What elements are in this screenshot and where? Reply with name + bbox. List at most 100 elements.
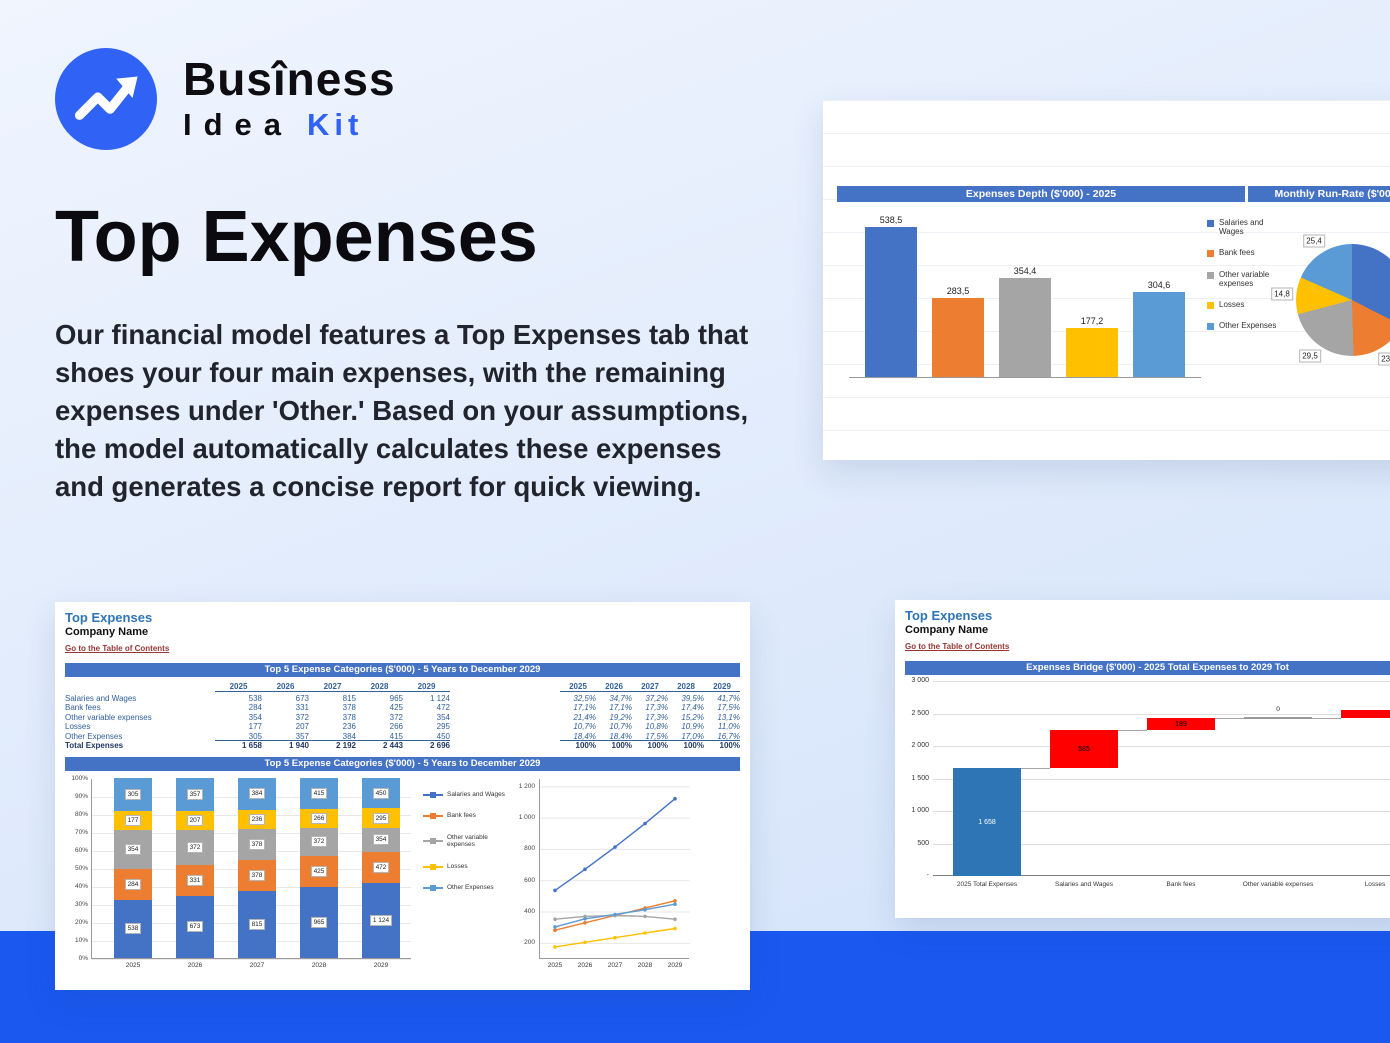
value-cell: 415 — [389, 731, 403, 741]
pie-chart-header: Monthly Run-Rate ($'000 — [1248, 186, 1390, 202]
value-cell: 1 940 — [262, 740, 309, 750]
y-axis-label: 20% — [74, 919, 88, 926]
bar-segment: 354 — [114, 830, 152, 869]
pie-data-label: 14,8 — [1271, 287, 1293, 301]
table-row: Other Expenses 305 357 384 415 450 18,4% 18,4% 1… — [65, 731, 740, 741]
value-cell: 372 — [389, 712, 403, 722]
waterfall-bar: 585 — [1050, 730, 1118, 769]
segment-label: 305 — [124, 789, 142, 801]
value-cell: 295 — [436, 722, 450, 731]
x-axis-label: 2026 — [187, 962, 203, 969]
y-axis-label: 10% — [74, 937, 88, 944]
table-row: Other variable expenses 354 372 378 372 354 21… — [65, 712, 740, 722]
table-row: Total Expenses 1 658 1 940 2 192 2 443 2 696 1… — [65, 740, 740, 750]
segment-label: 354 — [372, 834, 390, 846]
percent-cell: 21,4% — [573, 712, 596, 722]
x-axis-label: 2027 — [249, 962, 265, 969]
stacked-bar: 305 177 354 284 538 — [114, 778, 152, 958]
value-cell: 177 — [248, 722, 262, 731]
legend-label: Salaries and Wages — [447, 791, 505, 798]
segment-label: 965 — [310, 916, 328, 928]
legend-item: Other variable expenses — [423, 834, 507, 849]
segment-label: 538 — [124, 923, 142, 935]
data-point-marker — [613, 935, 617, 940]
bridge-chart-header: Expenses Bridge ($'000) - 2025 Total Exp… — [905, 661, 1390, 675]
x-axis-label: 2025 Total Expenses — [956, 881, 1018, 888]
pie-data-label: 23,6 — [1378, 352, 1390, 366]
y-axis-label: 1 000 — [518, 814, 535, 822]
brand-logo: Busîness Idea Kit — [55, 48, 396, 150]
legend-label: Other Expenses — [447, 884, 494, 892]
chart-header-row: Expenses Depth ($'000) - 2025 Monthly Ru… — [823, 186, 1390, 202]
y-axis-label: 50% — [74, 865, 88, 872]
brand-kit: Kit — [307, 106, 364, 142]
value-cell: 354 — [436, 712, 450, 722]
y-axis-label: 1 500 — [911, 774, 929, 782]
connector-line — [1021, 768, 1050, 770]
percent-cell: 17,5% — [645, 731, 668, 741]
expense-table: 2025 2026 2027 2028 2029 2025 2026 2027 2028 2029… — [65, 680, 740, 750]
pie-data-label: 29,5 — [1299, 349, 1321, 363]
data-point-marker — [673, 902, 677, 906]
bar-value-label: 585 — [1078, 745, 1090, 753]
x-axis-label: 2029 — [373, 962, 389, 969]
table-of-contents-link[interactable]: Go to the Table of Contents — [905, 642, 1010, 651]
segment-label: 372 — [186, 842, 204, 854]
segment-label: 1 124 — [369, 915, 393, 926]
bar-segment: 384 — [238, 778, 276, 810]
bar-segment: 372 — [176, 830, 214, 865]
value-cell: 815 — [342, 693, 356, 703]
legend-item: Bank fees — [423, 812, 507, 819]
sheet-title: Top Expenses — [905, 608, 993, 623]
chart-legend: Salaries and Wages Bank fees Other variabl… — [415, 779, 507, 975]
x-axis: 2025 Total Expenses Salaries and Wages Ban… — [933, 881, 1390, 911]
legend-swatch — [1207, 271, 1214, 279]
percent-cell: 17,0% — [681, 731, 704, 741]
percent-cell: 39,5% — [681, 693, 704, 703]
percent-cell: 10,7% — [609, 722, 632, 731]
percent-cell: 18,4% — [573, 731, 596, 741]
year-header-cell: 2028 — [356, 682, 403, 692]
line-chart-svg — [540, 786, 690, 949]
gridline — [933, 811, 1390, 812]
segment-label: 673 — [186, 921, 204, 933]
bar — [999, 278, 1051, 377]
segment-label: 372 — [310, 836, 328, 848]
segment-label: 284 — [124, 878, 142, 890]
stacked-bar: 450 295 354 472 1 124 — [362, 778, 400, 958]
connector-line — [1312, 717, 1341, 719]
data-point-marker — [583, 917, 587, 921]
year-header-cell: 2026 — [596, 682, 632, 692]
percent-cell: 10,9% — [681, 722, 704, 731]
bar-segment: 538 — [114, 899, 152, 958]
y-axis-label: 3 000 — [911, 677, 929, 684]
table-of-contents-link[interactable]: Go to the Table of Contents — [65, 644, 170, 653]
value-cell: 1 658 — [215, 740, 262, 750]
value-cell: 331 — [295, 703, 309, 712]
chart-header: Top 5 Expense Categories ($'000) - 5 Yea… — [65, 757, 740, 771]
y-axis-label: 60% — [74, 847, 88, 854]
value-cell: 425 — [389, 703, 403, 712]
data-point-marker — [583, 921, 587, 925]
segment-label: 357 — [186, 789, 204, 801]
page-description: Our financial model features a Top Expen… — [55, 319, 749, 502]
bar-segment: 207 — [176, 811, 214, 831]
bar-segment: 378 — [238, 829, 276, 861]
value-cell: 378 — [342, 712, 356, 722]
bar-segment: 236 — [238, 809, 276, 830]
legend-line-marker — [423, 885, 443, 892]
trend-arrow-icon — [74, 76, 138, 120]
bar-value-label: 0 — [1276, 705, 1280, 713]
x-axis-label: Bank fees — [1166, 881, 1196, 888]
legend-marker-dot — [430, 863, 436, 870]
legend-swatch — [1207, 220, 1214, 227]
data-point-marker — [643, 821, 647, 826]
percent-cell: 11,0% — [717, 722, 740, 731]
y-axis-label: 40% — [74, 883, 88, 890]
percent-cell: 100% — [668, 740, 704, 750]
segment-label: 331 — [186, 874, 204, 886]
segment-label: 378 — [248, 839, 266, 851]
year-header-cell: 2025 — [560, 682, 596, 692]
year-header-cell: 2029 — [403, 682, 450, 692]
segment-label: 384 — [248, 788, 266, 800]
